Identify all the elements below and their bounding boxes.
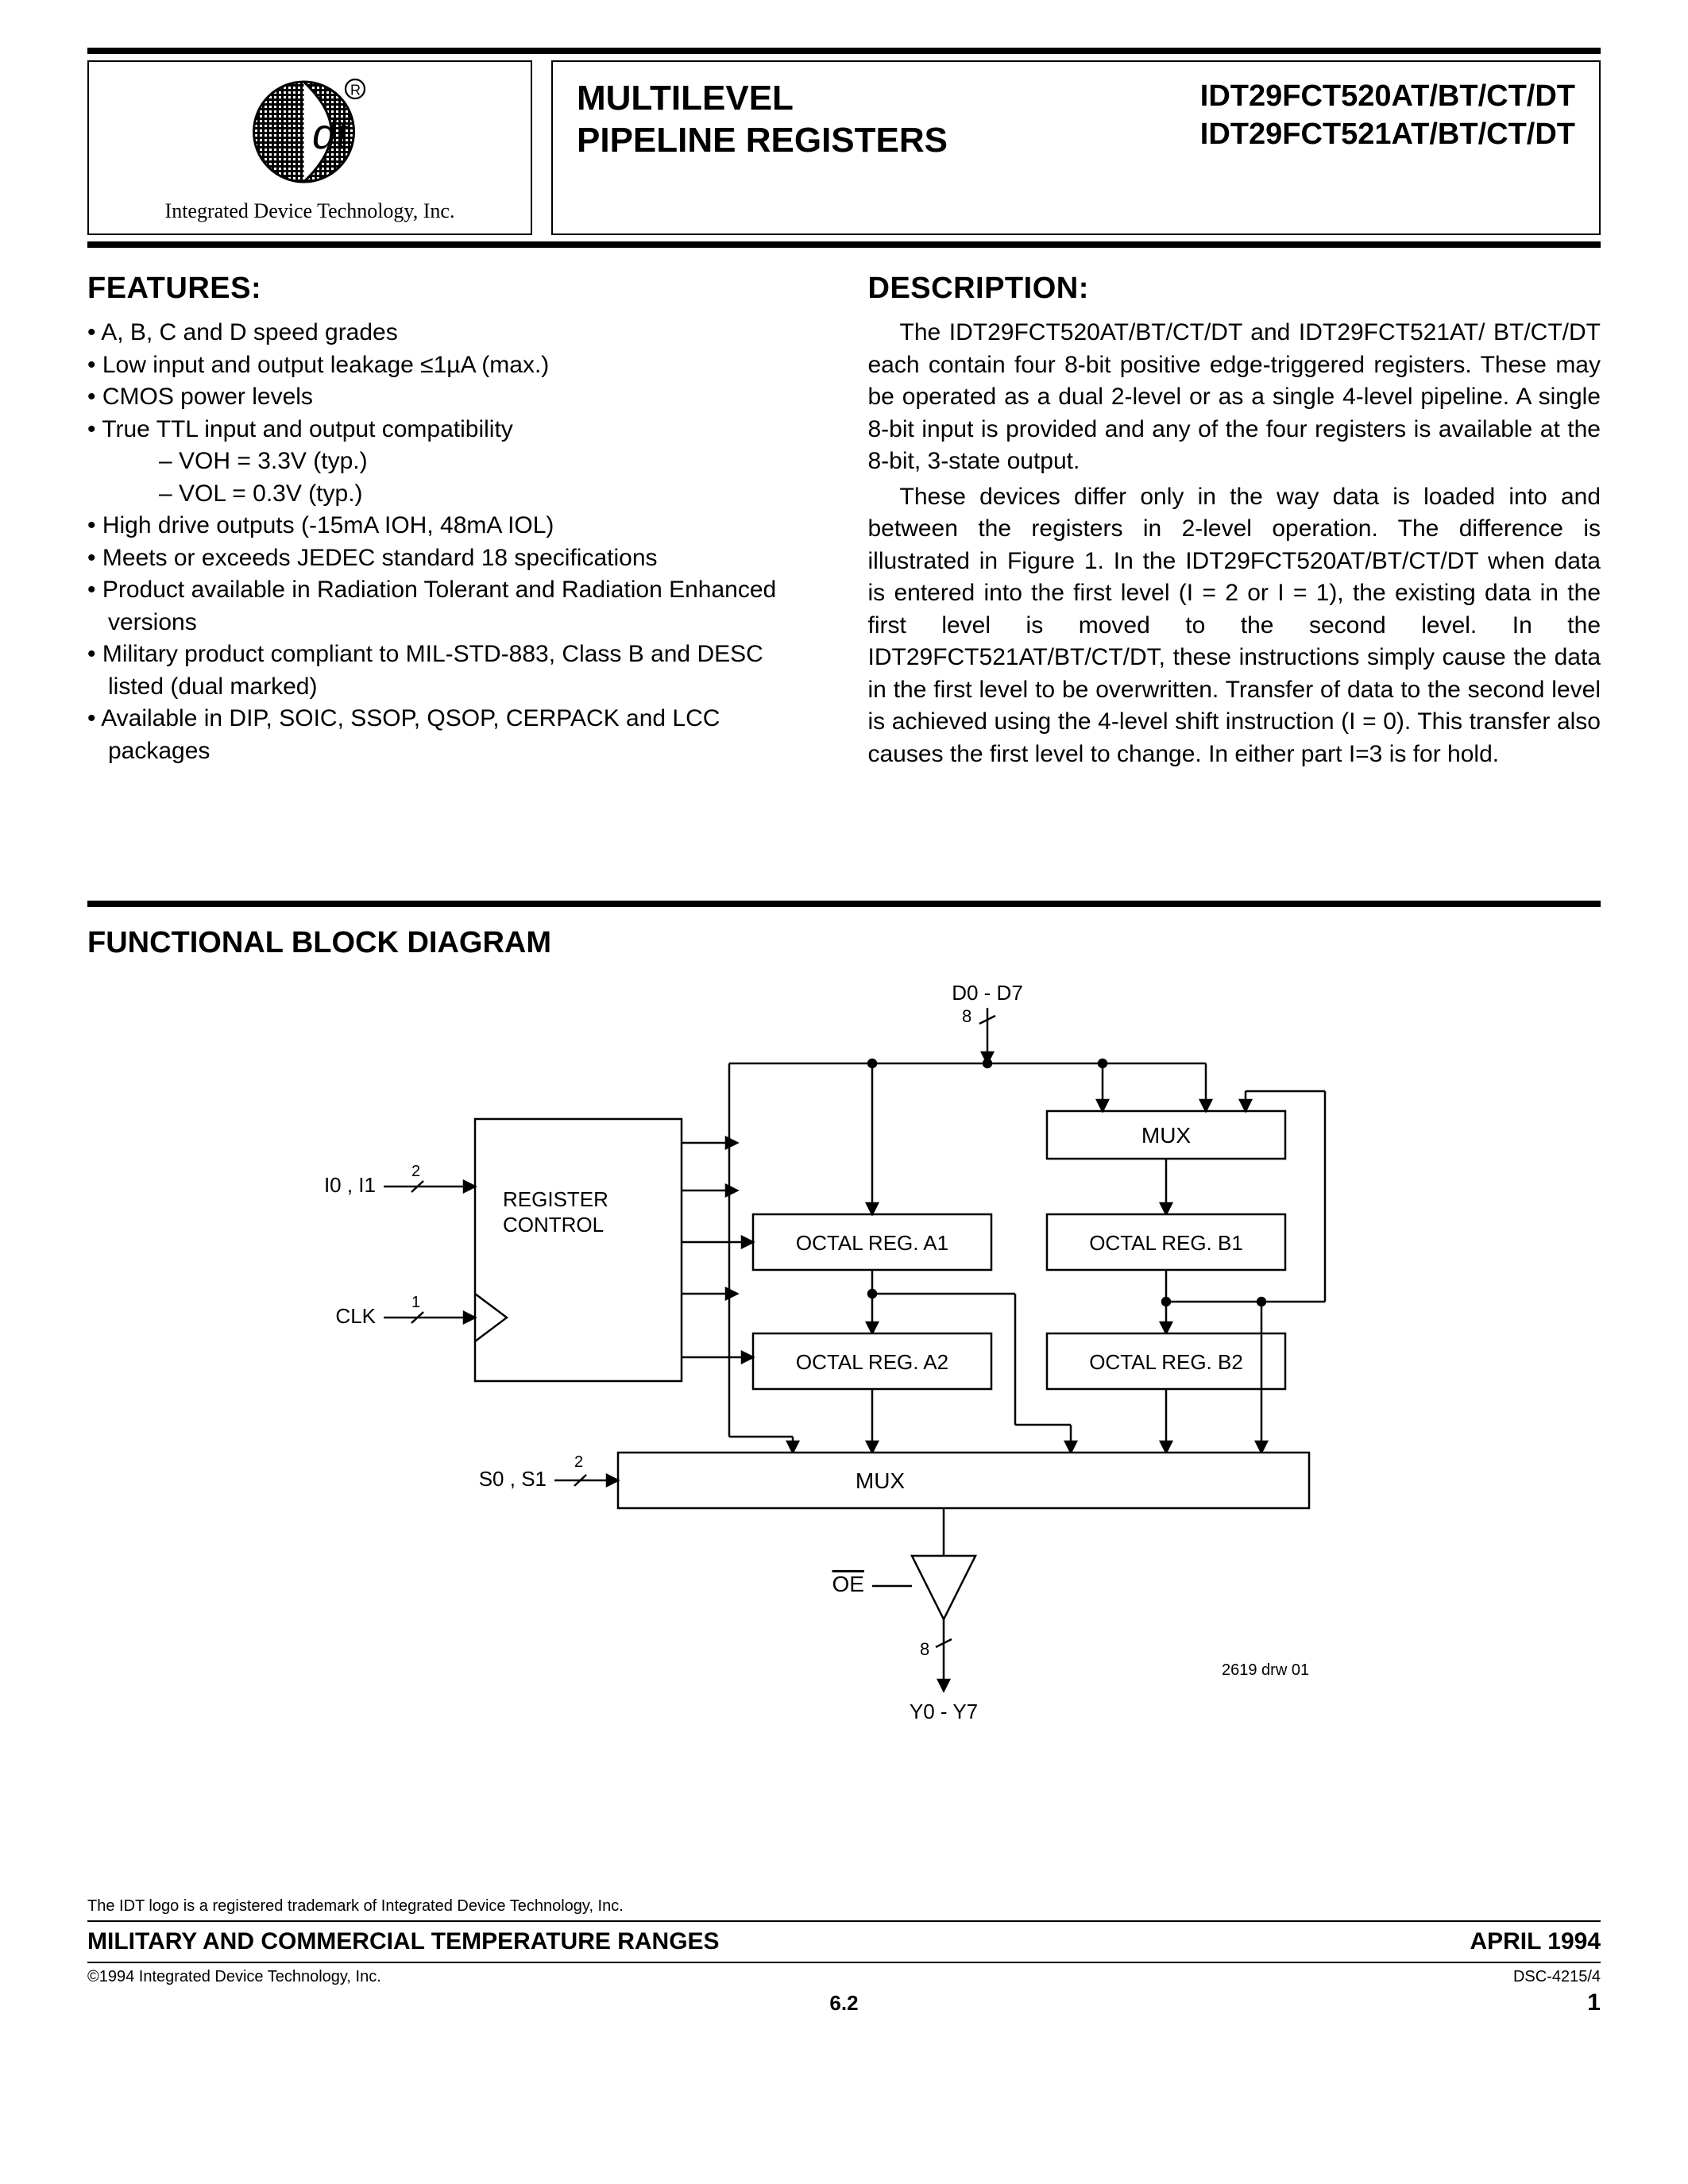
description-heading: DESCRIPTION: (868, 272, 1601, 306)
diagram-heading: FUNCTIONAL BLOCK DIAGRAM (87, 926, 1601, 960)
svg-text:8: 8 (920, 1639, 929, 1659)
idt-logo-icon: dt R (250, 72, 369, 191)
svg-text:R: R (350, 83, 361, 98)
svg-text:OCTAL REG. A1: OCTAL REG. A1 (795, 1231, 948, 1255)
header: dt R Integrated Device Technology, Inc. … (87, 60, 1601, 235)
block-diagram: D0 - D7 8 MUX OCTAL REG. B1 OCTAL REG. B… (87, 976, 1601, 1754)
svg-text:8: 8 (962, 1006, 971, 1026)
top-rule (87, 48, 1601, 54)
description-para-1: The IDT29FCT520AT/BT/CT/DT and IDT29FCT5… (868, 317, 1601, 478)
svg-text:dt: dt (312, 110, 350, 158)
feature-item: CMOS power levels (87, 381, 821, 414)
footer-left: MILITARY AND COMMERCIAL TEMPERATURE RANG… (87, 1928, 720, 1955)
svg-text:OE: OE (832, 1572, 863, 1596)
features-list: A, B, C and D speed grades Low input and… (87, 317, 821, 446)
footer-rule-2 (87, 1962, 1601, 1963)
title-line-2: PIPELINE REGISTERS (577, 120, 948, 162)
svg-text:Y0 - Y7: Y0 - Y7 (909, 1700, 977, 1723)
svg-text:2: 2 (574, 1453, 583, 1471)
features-column: FEATURES: A, B, C and D speed grades Low… (87, 272, 821, 774)
features-sublist: VOH = 3.3V (typ.) VOL = 0.3V (typ.) (159, 446, 821, 510)
svg-text:REGISTER: REGISTER (503, 1187, 608, 1211)
feature-item: True TTL input and output compatibility (87, 414, 821, 446)
part-line-2: IDT29FCT521AT/BT/CT/DT (1200, 116, 1575, 154)
svg-text:I0 , I1: I0 , I1 (323, 1173, 375, 1197)
feature-item: A, B, C and D speed grades (87, 317, 821, 349)
svg-text:S0 , S1: S0 , S1 (478, 1467, 546, 1491)
features-heading: FEATURES: (87, 272, 821, 306)
copyright: ©1994 Integrated Device Technology, Inc. (87, 1968, 381, 1986)
title-box: MULTILEVEL PIPELINE REGISTERS IDT29FCT52… (551, 60, 1601, 235)
company-name: Integrated Device Technology, Inc. (165, 199, 455, 223)
footnote-rule (87, 1920, 1601, 1922)
svg-text:OCTAL REG. B1: OCTAL REG. B1 (1089, 1231, 1243, 1255)
part-line-1: IDT29FCT520AT/BT/CT/DT (1200, 78, 1575, 116)
description-para-2: These devices differ only in the way dat… (868, 481, 1601, 771)
svg-text:1: 1 (411, 1294, 420, 1311)
description-body: The IDT29FCT520AT/BT/CT/DT and IDT29FCT5… (868, 317, 1601, 770)
feature-sub-item: VOL = 0.3V (typ.) (159, 478, 821, 511)
svg-text:MUX: MUX (1141, 1123, 1191, 1148)
trademark-note: The IDT logo is a registered trademark o… (87, 1897, 1601, 1916)
svg-text:CONTROL: CONTROL (503, 1213, 604, 1237)
section-number: 6.2 (594, 1991, 1094, 2016)
svg-text:OCTAL REG. A2: OCTAL REG. A2 (795, 1350, 948, 1374)
feature-sub-item: VOH = 3.3V (typ.) (159, 446, 821, 478)
part-numbers: IDT29FCT520AT/BT/CT/DT IDT29FCT521AT/BT/… (1200, 78, 1575, 218)
dsc-number: DSC-4215/4 (1513, 1968, 1601, 1986)
block-diagram-svg: D0 - D7 8 MUX OCTAL REG. B1 OCTAL REG. B… (308, 976, 1381, 1754)
page-number: 1 (1101, 1989, 1601, 2016)
feature-item: Meets or exceeds JEDEC standard 18 speci… (87, 542, 821, 575)
header-bottom-rule (87, 241, 1601, 248)
feature-item: Available in DIP, SOIC, SSOP, QSOP, CERP… (87, 703, 821, 767)
svg-text:2619 drw 01: 2619 drw 01 (1222, 1661, 1309, 1679)
footer-row-3: 6.2 1 (87, 1986, 1601, 2016)
feature-item: High drive outputs (-15mA IOH, 48mA IOL) (87, 510, 821, 542)
footer-row-2: ©1994 Integrated Device Technology, Inc.… (87, 1968, 1601, 1986)
svg-text:CLK: CLK (335, 1304, 376, 1328)
footer-date: APRIL 1994 (1470, 1928, 1601, 1955)
feature-item: Military product compliant to MIL-STD-88… (87, 639, 821, 703)
title-line-1: MULTILEVEL (577, 78, 948, 120)
svg-text:D0 - D7: D0 - D7 (952, 981, 1023, 1005)
mid-rule (87, 901, 1601, 907)
svg-text:2: 2 (411, 1163, 420, 1180)
features-list-2: High drive outputs (-15mA IOH, 48mA IOL)… (87, 510, 821, 767)
description-column: DESCRIPTION: The IDT29FCT520AT/BT/CT/DT … (868, 272, 1601, 774)
feature-item: Product available in Radiation Tolerant … (87, 574, 821, 639)
svg-text:OCTAL REG. B2: OCTAL REG. B2 (1089, 1350, 1243, 1374)
feature-item: Low input and output leakage ≤1µA (max.) (87, 349, 821, 382)
doc-title: MULTILEVEL PIPELINE REGISTERS (577, 78, 948, 218)
footer-row-1: MILITARY AND COMMERCIAL TEMPERATURE RANG… (87, 1928, 1601, 1955)
logo-box: dt R Integrated Device Technology, Inc. (87, 60, 532, 235)
svg-text:MUX: MUX (855, 1468, 905, 1493)
body-columns: FEATURES: A, B, C and D speed grades Low… (87, 272, 1601, 774)
